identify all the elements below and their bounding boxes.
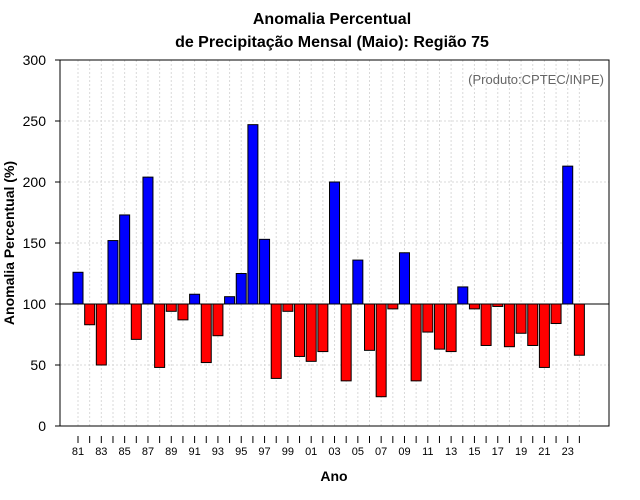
- x-tick-label: 23: [562, 446, 574, 458]
- x-tick-label: 17: [492, 446, 504, 458]
- bar-97: [259, 238, 271, 305]
- bar-94: [224, 296, 236, 305]
- bar-23: [562, 165, 574, 305]
- chart-title: Anomalia Percentual: [253, 11, 411, 28]
- x-tick-label: 19: [515, 446, 527, 458]
- y-tick-label: 200: [23, 174, 47, 190]
- bar-22: [550, 303, 562, 325]
- x-tick-label: 91: [188, 446, 200, 458]
- x-tick-label: 01: [305, 446, 317, 458]
- x-tick-label: 93: [212, 446, 224, 458]
- bar-07: [375, 303, 387, 398]
- y-tick-label: 150: [23, 235, 47, 251]
- bar-20: [527, 303, 539, 346]
- x-tick-label: 21: [538, 446, 550, 458]
- bar-92: [200, 303, 212, 364]
- bar-11: [422, 303, 434, 333]
- x-tick-label: 11: [422, 446, 433, 458]
- x-tick-label: 05: [352, 446, 364, 458]
- y-axis-label: Anomalia Percentual (%): [1, 161, 17, 325]
- bar-90: [177, 303, 189, 321]
- x-tick-label: 89: [165, 446, 177, 458]
- bar-21: [538, 303, 550, 368]
- bar-00: [294, 303, 306, 357]
- bar-19: [515, 303, 527, 334]
- bar-10: [410, 303, 422, 382]
- bar-18: [503, 303, 515, 348]
- bar-83: [95, 303, 107, 366]
- bar-08: [387, 303, 399, 310]
- x-tick-label: 97: [258, 446, 270, 458]
- y-tick-label: 100: [23, 296, 47, 312]
- bar-98: [270, 303, 282, 379]
- x-axis: 81 83 85 87 89 91 93 95 97 99 01 03 05 07 09 11 13 15 17 19…: [72, 436, 580, 458]
- x-tick-label: 81: [72, 446, 84, 458]
- bar-03: [329, 181, 341, 305]
- x-tick-label: 99: [282, 446, 294, 458]
- y-tick-label: 250: [23, 113, 47, 129]
- x-tick-label: 07: [375, 446, 387, 458]
- x-tick-label: 09: [398, 446, 410, 458]
- x-axis-label: Ano: [320, 468, 347, 484]
- y-tick-label: 0: [38, 418, 46, 434]
- bar-93: [212, 303, 224, 337]
- bar-95: [235, 273, 247, 305]
- bar-84: [107, 240, 119, 305]
- bar-04: [340, 303, 352, 382]
- bar-89: [165, 303, 177, 312]
- x-tick-label: 83: [95, 446, 107, 458]
- y-tick-label: 300: [23, 52, 47, 68]
- bar-05: [352, 259, 364, 305]
- bar-82: [84, 303, 96, 326]
- bars: [72, 124, 585, 398]
- x-tick-label: 95: [235, 446, 247, 458]
- bar-91: [189, 293, 201, 305]
- bar-15: [468, 303, 480, 310]
- bar-14: [457, 286, 469, 305]
- bar-99: [282, 303, 294, 312]
- bar-87: [142, 176, 154, 305]
- bar-81: [72, 271, 84, 305]
- bar-09: [398, 252, 410, 305]
- x-tick-label: 03: [328, 446, 340, 458]
- x-tick-label: 15: [468, 446, 480, 458]
- bar-16: [480, 303, 492, 346]
- x-tick-label: 13: [445, 446, 457, 458]
- bar-13: [445, 303, 457, 353]
- x-tick-label: 87: [142, 446, 154, 458]
- bar-06: [364, 303, 375, 351]
- bar-85: [119, 214, 131, 305]
- bar-12: [433, 303, 445, 350]
- bar-86: [130, 303, 142, 340]
- bar-24: [573, 303, 585, 356]
- bar-96: [247, 124, 259, 305]
- bar-01: [305, 303, 317, 362]
- y-tick-label: 50: [30, 357, 46, 373]
- bar-88: [154, 303, 166, 368]
- credit-text: (Produto:CPTEC/INPE): [468, 72, 604, 87]
- chart-subtitle: de Precipitação Mensal (Maio): Região 75: [175, 34, 489, 51]
- bar-02: [317, 303, 329, 353]
- x-tick-label: 85: [119, 446, 131, 458]
- y-axis: 0 50 100 150 200 250 300: [23, 52, 60, 434]
